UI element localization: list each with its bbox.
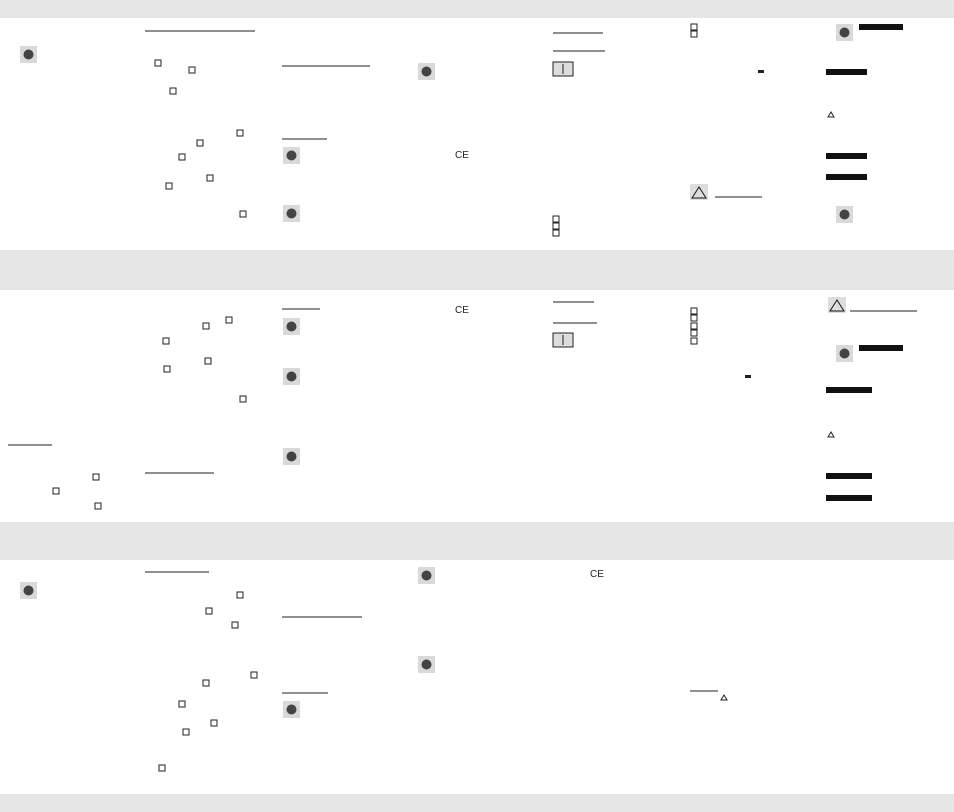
- checkbox: [188, 66, 196, 74]
- checkbox: [239, 210, 247, 218]
- small-mark: [758, 70, 764, 73]
- warning-bar: [826, 473, 872, 479]
- checkbox: [206, 174, 214, 182]
- warning-bar: [859, 345, 903, 351]
- checkbox: [210, 719, 218, 727]
- icon-glyph: [421, 66, 432, 77]
- checkbox: [690, 329, 698, 337]
- checkbox: [552, 229, 560, 237]
- checkbox: [236, 129, 244, 137]
- warning-icon: [690, 184, 708, 200]
- checkbox: [158, 764, 166, 772]
- checkbox: [178, 700, 186, 708]
- icon-glyph: [286, 321, 297, 332]
- warning-bar: [826, 174, 867, 180]
- checkbox: [178, 153, 186, 161]
- warning-triangle: [691, 186, 707, 199]
- checkbox: [552, 215, 560, 223]
- icon-glyph: [421, 659, 432, 670]
- warning-icon: [828, 297, 846, 313]
- checkbox: [163, 365, 171, 373]
- checkbox: [690, 23, 698, 31]
- band: [0, 794, 954, 812]
- band: [0, 522, 954, 560]
- ce-mark: CE: [590, 569, 604, 580]
- checkbox: [169, 87, 177, 95]
- icon-glyph: [286, 208, 297, 219]
- ce-mark: CE: [455, 150, 469, 161]
- checkbox: [205, 607, 213, 615]
- warning-bar: [859, 24, 903, 30]
- small-triangle: [720, 694, 728, 701]
- icon-glyph: [839, 348, 850, 359]
- icon-glyph: [839, 27, 850, 38]
- checkbox: [690, 322, 698, 330]
- checkbox: [202, 679, 210, 687]
- checkbox: [231, 621, 239, 629]
- icon-glyph: [286, 451, 297, 462]
- icon-glyph: [23, 585, 34, 596]
- warning-bar: [826, 153, 867, 159]
- warning-bar: [826, 495, 872, 501]
- small-triangle: [827, 111, 835, 118]
- checkbox: [94, 502, 102, 510]
- checkbox: [250, 671, 258, 679]
- checkbox: [196, 139, 204, 147]
- warning-bar: [826, 387, 872, 393]
- checkbox: [690, 30, 698, 38]
- icon-glyph: [421, 570, 432, 581]
- checkbox: [52, 487, 60, 495]
- checkbox: [162, 337, 170, 345]
- icon-glyph: [286, 150, 297, 161]
- checkbox: [552, 222, 560, 230]
- checkbox: [225, 316, 233, 324]
- checkbox: [182, 728, 190, 736]
- checkbox: [165, 182, 173, 190]
- band: [0, 0, 954, 18]
- icon-glyph: [23, 49, 34, 60]
- warning-bar: [826, 69, 867, 75]
- band: [0, 250, 954, 290]
- checkbox: [204, 357, 212, 365]
- checkbox: [154, 59, 162, 67]
- warning-triangle: [829, 299, 845, 312]
- checkbox: [236, 591, 244, 599]
- icon-glyph: [286, 371, 297, 382]
- checkbox: [690, 307, 698, 315]
- checkbox: [92, 473, 100, 481]
- ce-mark: CE: [455, 305, 469, 316]
- checkbox: [239, 395, 247, 403]
- checkbox: [202, 322, 210, 330]
- checkbox: [690, 314, 698, 322]
- small-mark: [745, 375, 751, 378]
- icon-glyph: [839, 209, 850, 220]
- checkbox: [690, 337, 698, 345]
- small-triangle: [827, 431, 835, 438]
- icon-glyph: [286, 704, 297, 715]
